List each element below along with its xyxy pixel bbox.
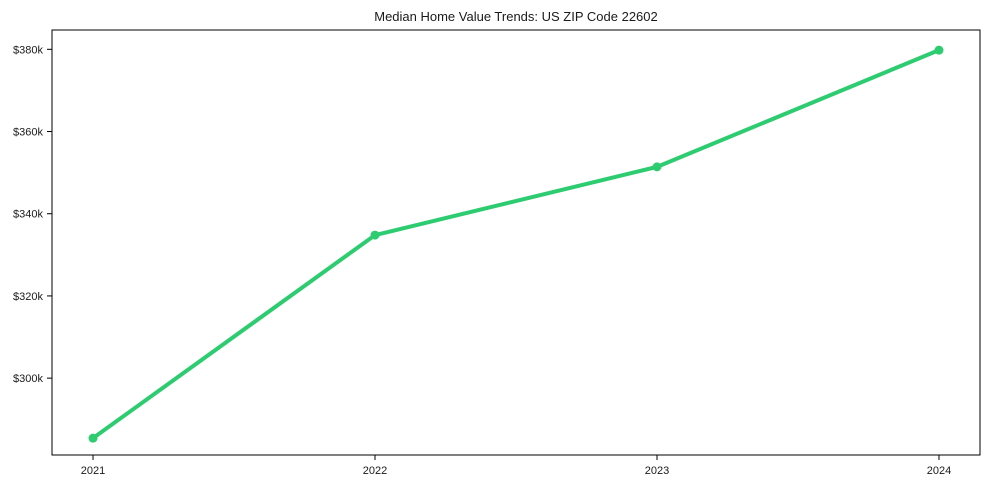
trend-line (91, 48, 941, 441)
data-point-2024 (934, 45, 944, 55)
y-tick-label: $380k (13, 44, 43, 56)
data-point-2022 (370, 230, 380, 240)
x-tick-label: 2022 (363, 465, 387, 477)
x-tick-label: 2024 (927, 465, 951, 477)
y-tick-label: $300k (13, 373, 43, 385)
y-tick-label: $320k (13, 291, 43, 303)
x-tick-label: 2021 (81, 465, 105, 477)
x-tick-label: 2023 (645, 465, 669, 477)
y-tick-label: $340k (13, 209, 43, 221)
y-tick-label: $360k (13, 127, 43, 139)
plot-border (51, 29, 981, 456)
data-point-2023 (652, 162, 662, 172)
chart-title: Median Home Value Trends: US ZIP Code 22… (374, 9, 658, 24)
data-point-2021 (88, 433, 98, 443)
plot-area: $300k $320k $340k $360k $380k 2021 2022 2023 202… (13, 29, 981, 477)
